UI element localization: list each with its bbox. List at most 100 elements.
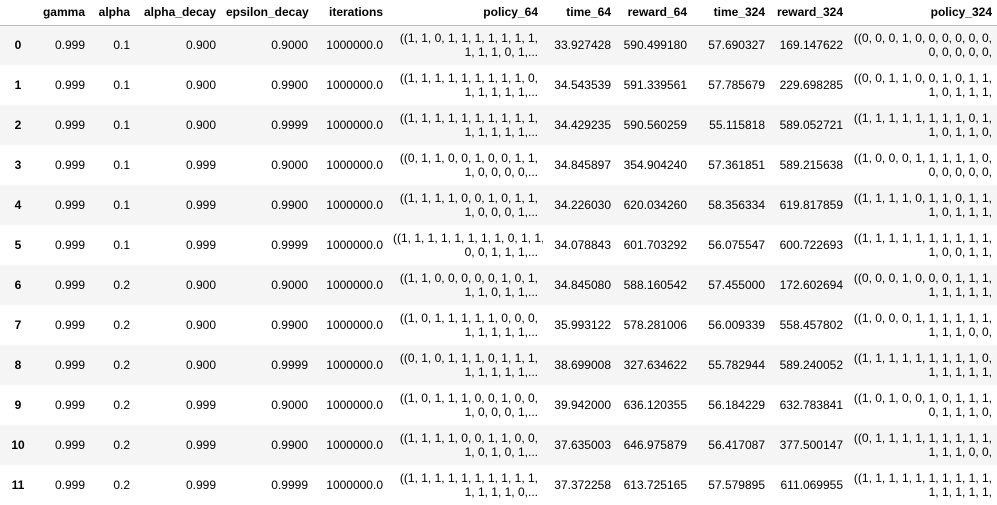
cell-policy-324: ((1, 0, 0, 0, 1, 1, 1, 1, 1, 1, 1, 1, 1, … [848,305,997,345]
cell-time-64: 34.226030 [554,198,611,212]
table-row: 11 0.999 0.2 0.999 0.9999 1000000.0 ((1, 1, 1,… [0,465,997,505]
cell-alpha: 0.1 [113,118,130,132]
policy-line: 1, 1, 1, 0, 1,... [464,45,538,60]
cell-reward-324: 589.052721 [779,118,843,132]
policy-line: ((0, 0, 0, 1, 0, 0, 0, 0, 0, 0, [853,31,992,46]
policy-line: 1, 0, 1, 1, 1, [928,85,992,99]
row-index: 11 [11,478,25,492]
cell-epsilon-decay: 0.9000 [271,158,308,172]
policy-line: ((0, 1, 1, 1, 1, 1, 1, 1, 1, 1, [853,431,992,445]
cell-time-64: 35.993122 [554,318,611,332]
cell-reward-64: 613.725165 [623,478,687,492]
policy-line: ((0, 0, 0, 1, 0, 0, 0, 1, 1, 1, [853,271,992,285]
cell-iterations: 1000000.0 [326,158,383,172]
row-index: 9 [14,398,22,412]
cell-policy-64: ((1, 1, 1, 1, 1, 1, 1, 1, 0, 1, 1, 0, 0, … [388,225,543,265]
table-row: 7 0.999 0.2 0.900 0.9900 1000000.0 ((1, 0, 1, … [0,305,997,345]
policy-line: 1, 1, 1, 1, 1,... [464,325,538,339]
column-header-time-324: time_324 [692,0,770,26]
policy-line: ((1, 0, 1, 1, 1, 0, 0, 1, 0, 0, [399,391,538,405]
cell-alpha-decay: 0.999 [185,398,216,412]
cell-alpha-decay: 0.900 [185,118,216,132]
policy-line: 0, 0, 0, 0, 0, [928,45,992,60]
cell-policy-64: ((1, 1, 1, 1, 0, 0, 1, 0, 1, 1, 1, 0, 0, … [388,185,543,225]
policy-line: 1, 0, 1, 1, 0, [928,125,992,139]
row-index: 5 [14,238,22,252]
cell-policy-64: ((1, 1, 1, 1, 1, 1, 1, 1, 1, 0, 1, 1, 1, … [388,65,543,105]
cell-reward-324: 589.240052 [779,358,843,372]
table-row: 1 0.999 0.1 0.900 0.9900 1000000.0 ((1, 1, 1, … [0,65,997,105]
policy-line: 1, 1, 1, 1, 1, [928,285,992,299]
policy-line: ((1, 1, 1, 1, 0, 0, 1, 0, 1, 1, [399,191,538,205]
cell-policy-64: ((0, 1, 1, 0, 0, 1, 0, 0, 1, 1, 1, 0, 0, … [388,145,543,185]
cell-gamma: 0.999 [54,78,85,92]
table-row: 6 0.999 0.2 0.900 0.9000 1000000.0 ((1, 1, 0, … [0,265,997,305]
cell-reward-64: 327.634622 [623,358,687,372]
cell-gamma: 0.999 [54,478,85,492]
cell-iterations: 1000000.0 [326,78,383,92]
row-index: 3 [14,158,22,172]
cell-epsilon-decay: 0.9900 [271,198,308,212]
cell-time-324: 57.785679 [708,78,765,92]
cell-alpha-decay: 0.999 [185,438,216,452]
cell-epsilon-decay: 0.9900 [271,438,308,452]
cell-alpha: 0.2 [113,438,130,452]
cell-reward-324: 377.500147 [779,438,843,452]
cell-time-64: 37.372258 [554,478,611,492]
policy-line: ((1, 1, 1, 1, 0, 1, 1, 0, 1, 1, [853,191,992,205]
cell-reward-324: 632.783841 [779,398,843,412]
policy-line: ((1, 1, 1, 1, 1, 1, 1, 1, 1, 1, [853,231,992,245]
policy-line: 1, 1, 1, 0, 0, [928,445,992,459]
cell-policy-64: ((1, 1, 1, 1, 1, 1, 1, 1, 1, 1, 1, 1, 1, … [388,105,543,145]
cell-gamma: 0.999 [54,238,85,252]
cell-policy-64: ((1, 1, 1, 1, 1, 1, 1, 1, 1, 1, 1, 1, 1, … [388,465,543,505]
cell-iterations: 1000000.0 [326,358,383,372]
policy-line: 0, 1, 1, 1, 0, [928,405,992,419]
column-header-reward-64: reward_64 [616,0,692,26]
cell-reward-324: 600.722693 [779,238,843,252]
table-row: 10 0.999 0.2 0.999 0.9900 1000000.0 ((1, 1, 1,… [0,425,997,465]
policy-line: ((1, 1, 1, 1, 1, 1, 1, 1, 1, 0, [399,71,538,85]
cell-policy-64: ((1, 1, 0, 1, 1, 1, 1, 1, 1, 1, 1, 1, 1, … [388,25,543,65]
cell-gamma: 0.999 [54,358,85,372]
row-index: 6 [14,278,22,292]
cell-policy-64: ((0, 1, 0, 1, 1, 1, 0, 1, 1, 1, 1, 1, 1, … [388,345,543,385]
cell-alpha: 0.2 [113,478,130,492]
policy-line: ((1, 1, 1, 1, 1, 1, 1, 1, 1, 1, [853,471,992,485]
table-row: 5 0.999 0.1 0.999 0.9999 1000000.0 ((1, 1, 1, … [0,225,997,265]
column-header-time-64: time_64 [543,0,616,26]
cell-gamma: 0.999 [54,318,85,332]
table-row: 8 0.999 0.2 0.900 0.9999 1000000.0 ((0, 1, 0, … [0,345,997,385]
policy-line: 1, 1, 1, 1, 1,... [464,85,538,99]
cell-alpha-decay: 0.900 [185,358,216,372]
column-header-iterations: iterations [313,0,388,26]
cell-epsilon-decay: 0.9999 [271,478,308,492]
cell-reward-64: 601.703292 [623,238,687,252]
cell-reward-64: 354.904240 [623,158,687,172]
cell-policy-324: ((1, 1, 1, 1, 1, 1, 1, 1, 1, 1, 1, 0, 0, … [848,225,997,265]
policy-line: ((1, 1, 0, 1, 1, 1, 1, 1, 1, 1, [399,31,538,46]
cell-reward-64: 590.499180 [623,38,687,53]
cell-policy-324: ((1, 0, 0, 0, 1, 1, 1, 1, 1, 0, 0, 0, 0, … [848,145,997,185]
policy-line: 1, 0, 0, 0, 0,... [464,165,538,179]
policy-line: ((1, 1, 1, 1, 0, 0, 1, 1, 0, 0, [399,431,538,445]
cell-reward-64: 636.120355 [623,398,687,412]
cell-reward-324: 229.698285 [779,78,843,92]
policy-line: ((1, 0, 0, 0, 1, 1, 1, 1, 1, 1, [853,311,992,325]
cell-time-64: 34.845897 [554,158,611,172]
cell-reward-324: 169.147622 [779,38,843,53]
cell-iterations: 1000000.0 [326,198,383,212]
cell-epsilon-decay: 0.9000 [271,278,308,292]
cell-reward-324: 589.215638 [779,158,843,172]
cell-alpha: 0.1 [113,38,130,53]
cell-time-324: 56.417087 [708,438,765,452]
cell-time-324: 57.361851 [708,158,765,172]
column-header-policy-324: policy_324 [848,0,997,26]
cell-reward-64: 646.975879 [623,438,687,452]
cell-policy-324: ((1, 0, 1, 0, 0, 1, 0, 1, 1, 1, 0, 1, 1, … [848,385,997,425]
cell-gamma: 0.999 [54,198,85,212]
cell-policy-324: ((1, 1, 1, 1, 1, 1, 1, 1, 0, 1, 1, 0, 1, … [848,105,997,145]
cell-time-324: 57.690327 [708,38,765,53]
cell-gamma: 0.999 [54,398,85,412]
cell-alpha: 0.1 [113,78,130,92]
